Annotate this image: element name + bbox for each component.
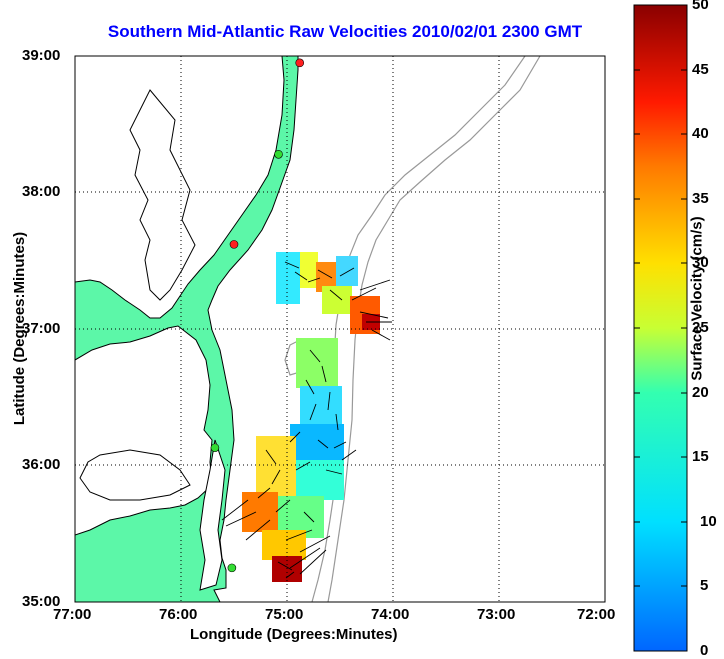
velocity-field	[242, 252, 380, 582]
sound-inlet	[79, 449, 191, 501]
land-mass	[75, 56, 299, 602]
colorbar-ticks	[634, 4, 687, 587]
x-tick-label: 73:00	[477, 606, 516, 623]
y-axis-label: Latitude (Degrees:Minutes)	[11, 231, 29, 426]
colorbar-tick-label: 10	[700, 513, 717, 530]
x-axis-label: Longitude (Degrees:Minutes)	[190, 626, 398, 643]
y-tick-label: 36:00	[22, 456, 61, 473]
radar-station-marker	[210, 443, 220, 453]
x-tick-label: 77:00	[53, 606, 92, 623]
colorbar-label: Surface Velocity (cm/s)	[688, 216, 706, 381]
chesapeake-bay	[129, 89, 196, 301]
colorbar	[633, 4, 688, 652]
colorbar-tick-label: 45	[692, 61, 709, 78]
y-tick-label: 37:00	[22, 320, 61, 337]
radar-station-marker	[274, 149, 283, 159]
colorbar-tick-label: 20	[692, 384, 709, 401]
y-tick-label: 38:00	[22, 183, 61, 200]
x-tick-label: 76:00	[159, 606, 198, 623]
colorbar-tick-label: 40	[692, 125, 709, 142]
velocity-vectors	[221, 261, 392, 579]
colorbar-tick-label: 35	[692, 190, 709, 207]
x-tick-label: 75:00	[265, 606, 304, 623]
y-tick-label: 35:00	[22, 593, 61, 610]
radar-station-marker	[229, 240, 239, 249]
y-tick-label: 39:00	[22, 47, 61, 64]
radar-station-marker	[295, 58, 305, 68]
plot-frame	[74, 55, 606, 603]
chart-title: Southern Mid-Atlantic Raw Velocities 201…	[107, 22, 583, 41]
colorbar-tick-label: 30	[692, 254, 709, 271]
radar-stations	[210, 58, 305, 573]
x-tick-label: 72:00	[577, 606, 616, 623]
colorbar-tick-label: 15	[692, 448, 709, 465]
radar-station-marker	[227, 563, 237, 573]
grid	[75, 56, 605, 602]
colorbar-tick-label: 0	[700, 642, 709, 659]
x-tick-label: 74:00	[371, 606, 410, 623]
colorbar-tick-label: 50	[692, 0, 709, 13]
colorbar-tick-label: 5	[700, 577, 709, 594]
barrier-sound	[199, 439, 226, 591]
colorbar-tick-label: 25	[692, 319, 709, 336]
